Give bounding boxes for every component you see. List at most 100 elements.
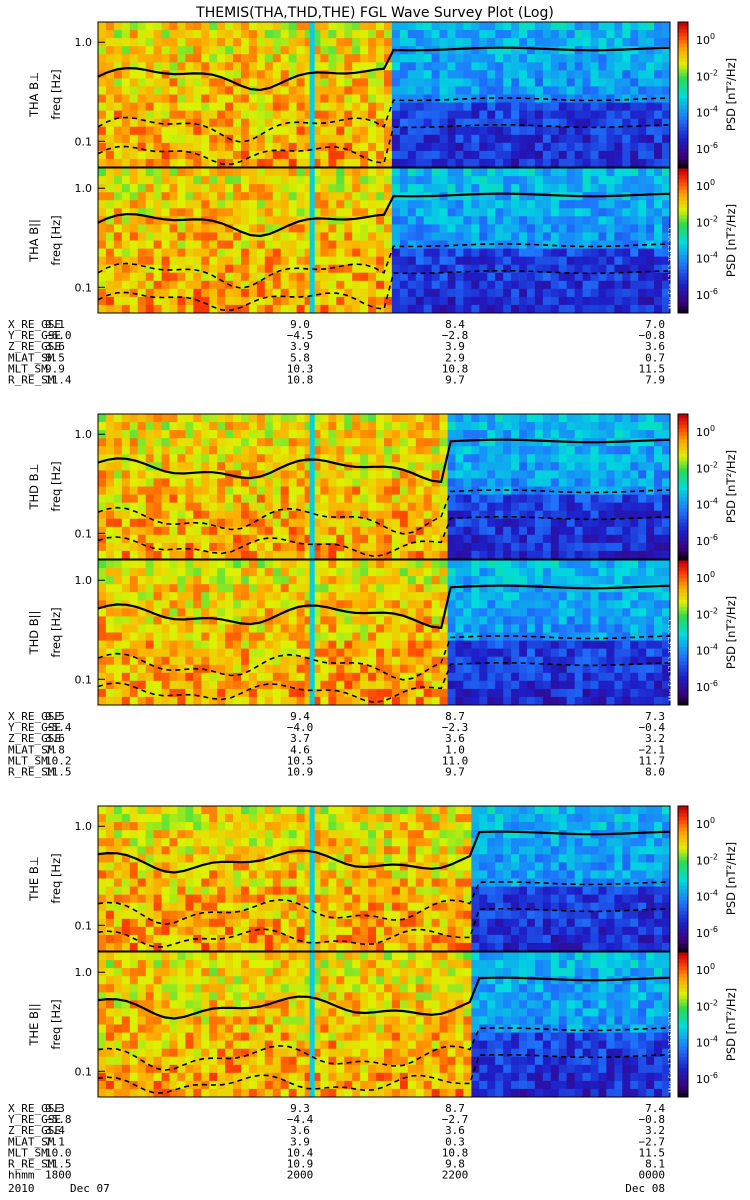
- psd-cell: [582, 280, 591, 290]
- psd-cell: [534, 454, 544, 463]
- psd-cell: [391, 94, 401, 103]
- psd-cell: [431, 94, 440, 103]
- psd-cell: [511, 224, 520, 233]
- psd-cell: [399, 94, 409, 103]
- psd-cell: [558, 232, 568, 241]
- psd-cell: [495, 248, 504, 258]
- psd-cell: [161, 232, 170, 241]
- psd-cell: [614, 168, 623, 177]
- psd-cell: [590, 478, 599, 487]
- psd-cell: [241, 86, 250, 95]
- psd-cell: [105, 696, 115, 706]
- psd-cell: [344, 584, 353, 593]
- psd-cell: [662, 478, 671, 487]
- psd-cell: [280, 168, 289, 177]
- psd-cell: [447, 142, 456, 152]
- psd-cell: [384, 568, 393, 577]
- psd-cell: [471, 280, 480, 290]
- psd-cell: [534, 168, 544, 177]
- psd-cell: [113, 576, 123, 585]
- psd-cell: [391, 78, 401, 87]
- psd-cell: [201, 454, 210, 463]
- psd-cell: [201, 696, 210, 706]
- psd-cell: [344, 134, 353, 144]
- psd-cell: [161, 600, 170, 609]
- psd-cell: [630, 510, 639, 520]
- psd-cell: [145, 624, 154, 633]
- psd-cell: [280, 486, 289, 495]
- psd-cell: [129, 38, 139, 47]
- psd-cell: [407, 70, 417, 79]
- psd-cell: [256, 240, 266, 249]
- psd-cell: [399, 158, 409, 168]
- psd-cell: [654, 142, 663, 152]
- panel-label: THA B||: [27, 219, 41, 263]
- psd-cell: [550, 518, 560, 528]
- psd-cell: [495, 502, 504, 512]
- psd-cell: [352, 486, 361, 495]
- psd-cell: [105, 224, 115, 233]
- psd-cell: [248, 502, 258, 512]
- psd-cell: [415, 550, 425, 560]
- psd-cell: [662, 534, 671, 544]
- psd-cell: [455, 664, 464, 674]
- psd-cell: [439, 510, 448, 520]
- psd-cell: [463, 486, 472, 495]
- psd-cell: [233, 46, 242, 55]
- psd-cell: [423, 534, 432, 544]
- psd-cell: [264, 296, 274, 306]
- psd-cell: [177, 200, 186, 209]
- psd-cell: [415, 600, 425, 609]
- psd-cell: [431, 110, 440, 120]
- psd-cell: [662, 550, 671, 560]
- psd-cell: [233, 600, 242, 609]
- psd-cell: [360, 542, 369, 552]
- psd-cell: [463, 38, 472, 47]
- psd-cell: [344, 438, 353, 447]
- psd-cell: [288, 272, 297, 282]
- psd-cell: [256, 592, 266, 601]
- psd-cell: [217, 502, 226, 512]
- psd-cell: [479, 70, 488, 79]
- psd-cell: [654, 550, 663, 560]
- psd-cell: [153, 510, 162, 520]
- psd-cell: [415, 70, 425, 79]
- psd-cell: [113, 168, 123, 177]
- psd-cell: [638, 534, 647, 544]
- psd-cell: [352, 600, 361, 609]
- psd-cell: [137, 70, 146, 79]
- psd-cell: [328, 430, 337, 439]
- psd-cell: [582, 486, 591, 495]
- psd-cell: [415, 240, 425, 249]
- psd-cell: [479, 632, 488, 641]
- psd-cell: [137, 454, 146, 463]
- psd-cell: [614, 70, 623, 79]
- colorbar-cell: [678, 61, 688, 66]
- psd-cell: [360, 486, 369, 495]
- psd-cell: [336, 264, 345, 274]
- psd-cell: [534, 150, 544, 160]
- psd-cell: [423, 38, 432, 47]
- psd-cell: [662, 256, 671, 266]
- y-tick-label: 0.1: [75, 527, 93, 540]
- psd-cell: [614, 304, 623, 314]
- psd-cell: [360, 216, 369, 225]
- psd-cell: [447, 494, 456, 504]
- psd-cell: [185, 600, 194, 609]
- psd-cell: [288, 208, 297, 217]
- psd-cell: [304, 560, 313, 569]
- psd-cell: [415, 110, 425, 120]
- psd-cell: [455, 118, 464, 128]
- psd-cell: [407, 304, 417, 314]
- psd-cell: [495, 142, 504, 152]
- psd-cell: [527, 240, 536, 249]
- psd-cell: [248, 54, 258, 63]
- psd-cell: [622, 534, 631, 544]
- psd-cell: [129, 86, 139, 95]
- psd-cell: [280, 102, 289, 112]
- psd-cell: [439, 568, 448, 577]
- psd-cell: [248, 272, 258, 282]
- psd-cell: [113, 110, 123, 120]
- psd-cell: [352, 54, 361, 63]
- psd-cell: [129, 486, 139, 495]
